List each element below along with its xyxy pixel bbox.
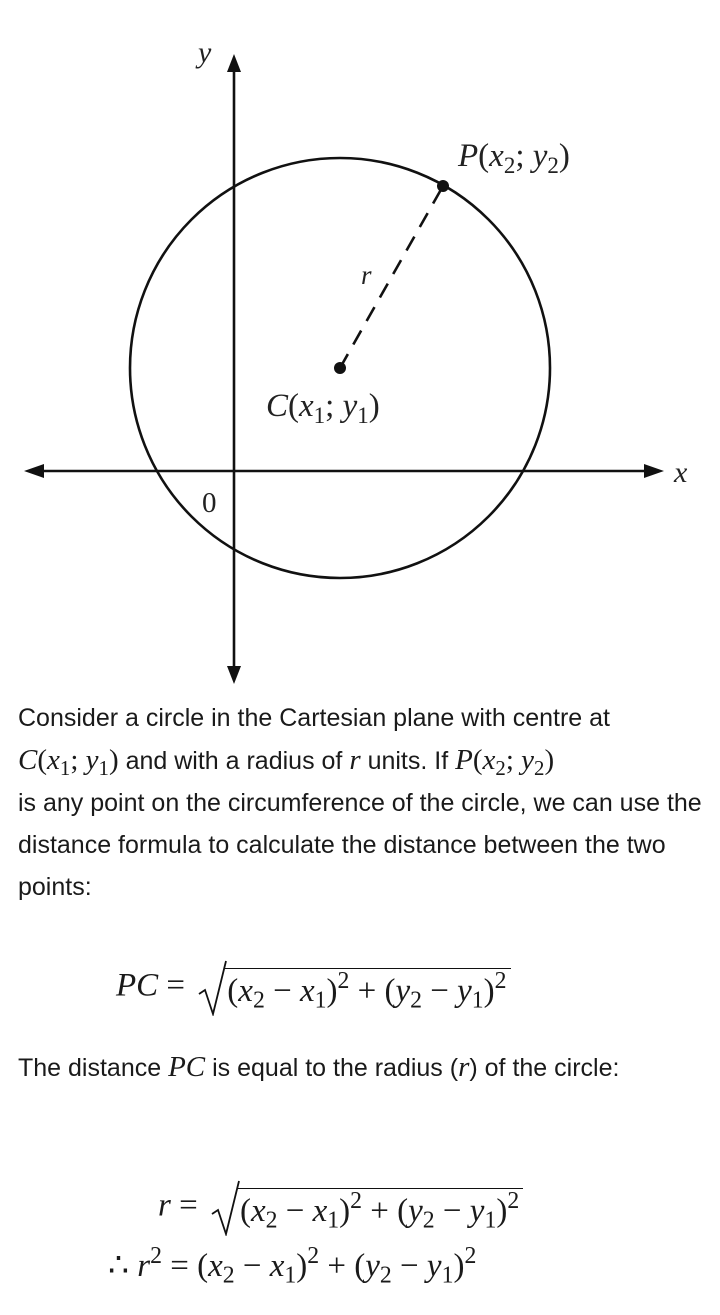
- intro-text-1: Consider a circle in the Cartesian plane…: [18, 704, 610, 732]
- intro-text-3: units. If: [360, 747, 456, 775]
- circle-diagram: y x 0 r P(x2; y2) C(x1; y1): [24, 36, 688, 684]
- r-inline: r: [458, 1051, 470, 1083]
- x-axis-label: x: [673, 456, 688, 489]
- y-axis-label: y: [195, 36, 212, 69]
- intro-paragraph: Consider a circle in the Cartesian plane…: [18, 697, 708, 908]
- PC-inline: PC: [168, 1051, 206, 1083]
- origin-label: 0: [202, 487, 217, 519]
- intro-text-2: and with a radius of: [118, 747, 350, 775]
- distance-formula: PC = (x2 − x1)2 + (y2 − y1)2: [116, 960, 511, 1016]
- sqrt-symbol: [211, 1180, 240, 1236]
- circle-equation: ∴ r2 = (x2 − x1)2 + (y2 − y1)2: [108, 1242, 477, 1289]
- y-axis-arrow-up: [227, 54, 241, 72]
- circle: [128, 156, 552, 580]
- point-C-label: C(x1; y1): [266, 388, 380, 428]
- point-P: [437, 180, 449, 192]
- radius-label: r: [361, 260, 372, 290]
- centre-point: [334, 362, 346, 374]
- radius-paragraph: The distance PC is equal to the radius (…: [18, 1046, 708, 1089]
- radius-text-3: ) of the circle:: [469, 1054, 620, 1082]
- sqrt-symbol: [198, 960, 228, 1016]
- radius-inline: r: [349, 744, 361, 776]
- y-axis-arrow-down: [227, 666, 241, 684]
- radius-formula: r = (x2 − x1)2 + (y2 − y1)2: [158, 1180, 524, 1236]
- point-P-inline: P(x2; y2): [455, 744, 555, 780]
- radius-line: [338, 185, 445, 369]
- intro-text-4: is any point on the circumference of the…: [18, 789, 702, 901]
- centre-point-inline: C(x1; y1): [18, 744, 119, 780]
- x-axis-arrow-left: [24, 464, 44, 478]
- radius-text-2: is equal to the radius (: [205, 1054, 459, 1082]
- point-P-label: P(x2; y2): [457, 138, 570, 178]
- x-axis-arrow-right: [644, 464, 664, 478]
- radius-text-1: The distance: [18, 1054, 169, 1082]
